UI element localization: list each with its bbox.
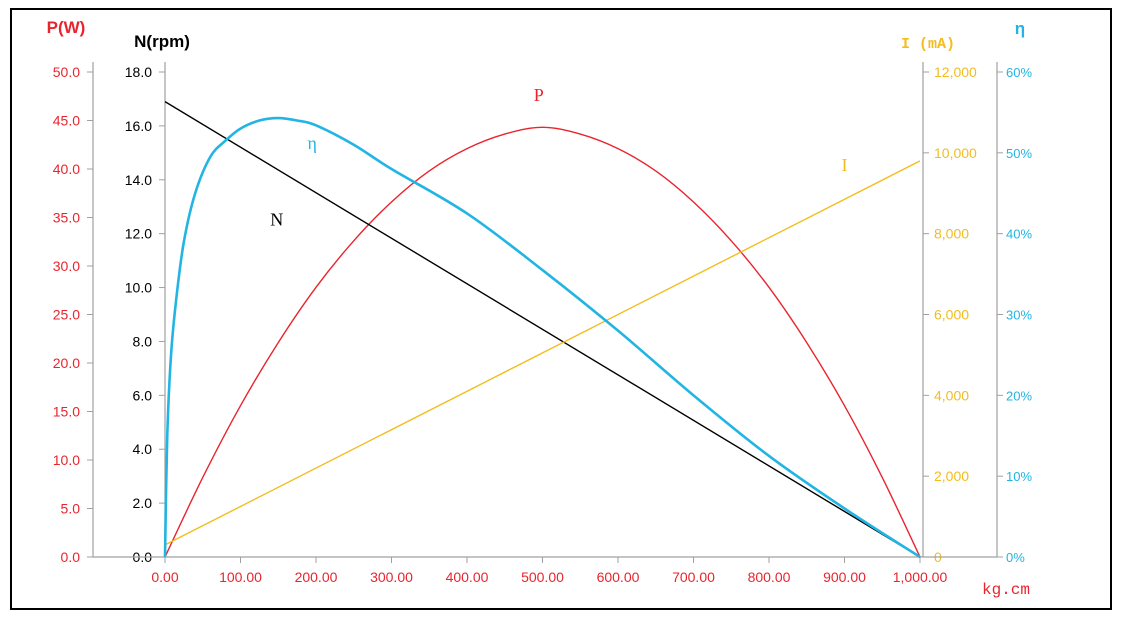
current-axis-title: I (mA) <box>901 36 955 53</box>
speed-tick-label: 4.0 <box>133 441 153 457</box>
x-tick-label: 700.00 <box>672 569 715 585</box>
x-tick-label: 300.00 <box>370 569 413 585</box>
efficiency-axis-title: η <box>1015 19 1025 38</box>
x-tick-label: 400.00 <box>446 569 489 585</box>
speed-tick-label: 8.0 <box>133 333 153 349</box>
efficiency-tick-label: 30% <box>1006 308 1032 323</box>
curve-label-power: P <box>534 85 544 105</box>
current-tick-label: 12,000 <box>934 64 977 80</box>
x-tick-label: 500.00 <box>521 569 564 585</box>
x-tick-label: 900.00 <box>823 569 866 585</box>
x-tick-label: 200.00 <box>295 569 338 585</box>
power-tick-label: 5.0 <box>61 501 81 517</box>
efficiency-tick-label: 10% <box>1006 469 1032 484</box>
power-tick-label: 45.0 <box>53 113 80 129</box>
power-tick-label: 50.0 <box>53 64 80 80</box>
speed-tick-label: 6.0 <box>133 387 153 403</box>
speed-tick-label: 18.0 <box>125 64 152 80</box>
efficiency-tick-label: 40% <box>1006 227 1032 242</box>
current-tick-label: 2,000 <box>934 468 969 484</box>
chart-frame <box>10 8 1112 610</box>
series-line-power <box>164 126 921 558</box>
efficiency-tick-label: 20% <box>1006 388 1032 403</box>
curve-label-speed: N <box>270 210 283 230</box>
x-tick-label: 100.00 <box>219 569 262 585</box>
power-tick-label: 30.0 <box>53 258 80 274</box>
series-line-speed <box>164 101 921 558</box>
series-line-current <box>164 160 921 546</box>
speed-tick-label: 10.0 <box>125 280 152 296</box>
curve-label-efficiency: η <box>308 133 317 153</box>
series-layer <box>163 101 921 559</box>
power-tick-label: 15.0 <box>53 404 80 420</box>
efficiency-tick-label: 50% <box>1006 146 1032 161</box>
power-tick-label: 10.0 <box>53 452 80 468</box>
x-tick-label: 600.00 <box>597 569 640 585</box>
current-tick-label: 4,000 <box>934 387 969 403</box>
power-tick-label: 20.0 <box>53 355 80 371</box>
x-tick-label: 1,000.00 <box>893 569 948 585</box>
x-tick-label: 0.00 <box>151 569 178 585</box>
power-axis: 0.0 5.0 10.0 15.0 20.0 25.0 30.0 35.0 40.0 45.0 50… <box>47 18 94 565</box>
power-tick-label: 0.0 <box>61 549 81 565</box>
speed-tick-label: 16.0 <box>125 118 152 134</box>
efficiency-tick-label: 0% <box>1006 550 1025 565</box>
x-axis: 0.00 100.00 200.00 300.00 400.00 500.00 600.00… <box>93 556 1030 599</box>
speed-tick-label: 14.0 <box>125 172 152 188</box>
labels-layer: Pη N I <box>270 85 847 229</box>
power-tick-label: 25.0 <box>53 307 80 323</box>
current-tick-label: 6,000 <box>934 307 969 323</box>
power-tick-label: 35.0 <box>53 210 80 226</box>
x-axis-unit-label: kg.cm <box>982 581 1030 599</box>
speed-tick-label: 12.0 <box>125 226 152 242</box>
power-tick-label: 40.0 <box>53 161 80 177</box>
efficiency-tick-label: 60% <box>1006 65 1032 80</box>
axes-layer: 0.0 5.0 10.0 15.0 20.0 25.0 30.0 35.0 40.0 45.0 50… <box>47 18 1033 599</box>
power-axis-title: P(W) <box>47 18 86 37</box>
series-line-efficiency <box>163 116 921 559</box>
speed-axis: 0.02.04.06.08.010.012.014.016.018.0N(rpm… <box>125 32 190 565</box>
efficiency-axis: 0% 10% 20% 30% 40% 50% 60% η <box>996 19 1032 565</box>
current-tick-label: 8,000 <box>934 226 969 242</box>
current-tick-label: 10,000 <box>934 145 977 161</box>
speed-tick-label: 2.0 <box>133 495 153 511</box>
curve-label-current: I <box>842 155 848 175</box>
x-tick-label: 800.00 <box>748 569 791 585</box>
speed-axis-title: N(rpm) <box>134 32 190 51</box>
